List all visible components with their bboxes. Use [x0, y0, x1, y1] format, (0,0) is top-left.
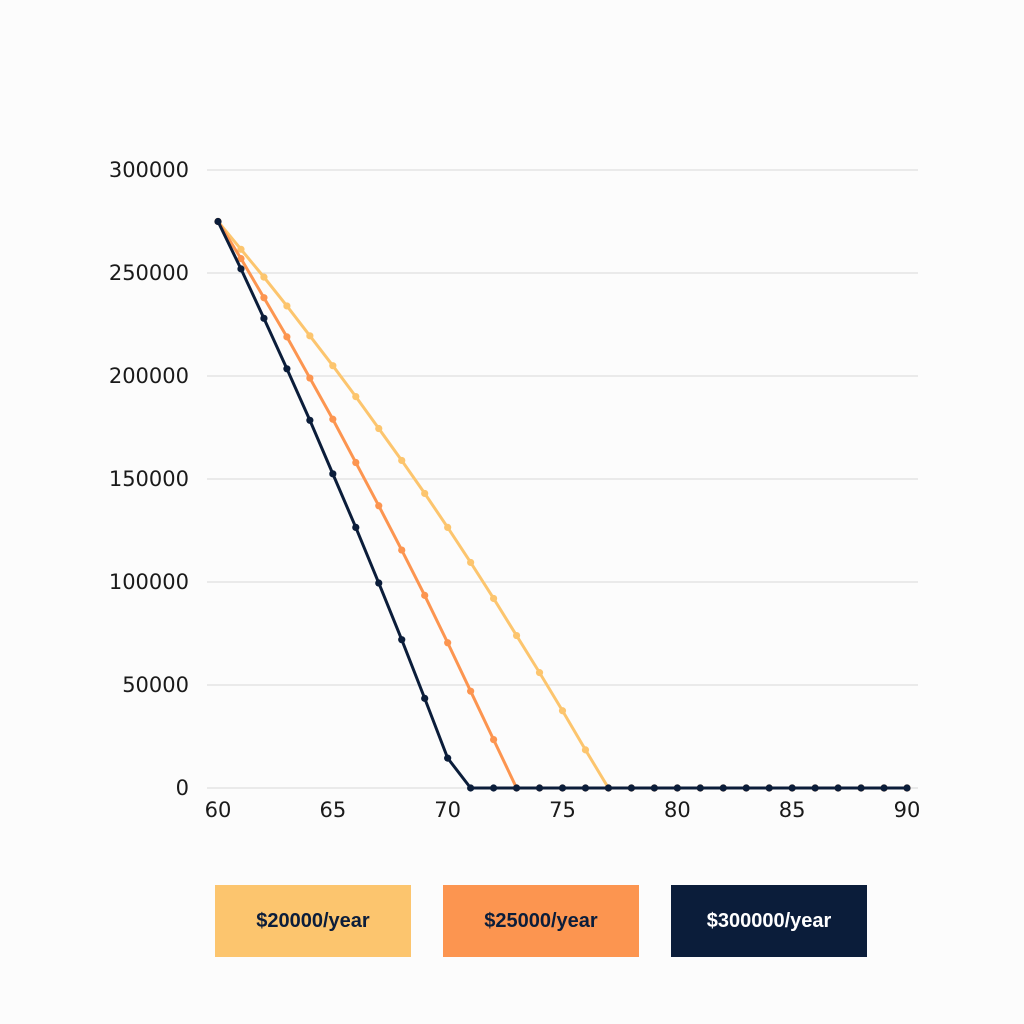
data-point — [444, 754, 452, 762]
series-2 — [214, 217, 911, 792]
legend-item: $20000/year — [215, 885, 411, 957]
data-point — [237, 245, 245, 253]
data-point — [214, 217, 222, 226]
data-point — [329, 415, 337, 423]
series-line — [216, 220, 909, 790]
data-point — [398, 546, 406, 554]
x-axis-tick-labels: 60 65 70 75 80 85 90 — [205, 798, 921, 822]
data-point — [535, 784, 544, 792]
data-point — [375, 579, 383, 587]
data-point — [880, 784, 888, 792]
y-tick-label: 50000 — [122, 673, 189, 697]
grid-lines — [207, 169, 918, 789]
data-point — [650, 784, 658, 792]
data-point — [306, 374, 314, 382]
data-point — [352, 393, 360, 401]
data-point — [375, 502, 383, 510]
data-point — [352, 458, 360, 467]
data-point — [719, 784, 727, 792]
data-point — [627, 784, 636, 792]
data-point — [490, 735, 498, 744]
y-tick-label: 250000 — [109, 261, 189, 285]
data-point — [306, 416, 314, 424]
data-point — [329, 470, 337, 478]
data-point — [811, 784, 819, 792]
data-point — [857, 784, 865, 792]
x-tick-label: 90 — [894, 798, 921, 822]
data-point — [512, 784, 521, 792]
data-point — [398, 636, 406, 644]
data-point — [444, 523, 452, 532]
data-point — [467, 558, 475, 567]
series-layer — [214, 217, 911, 792]
data-point — [467, 687, 475, 695]
data-point — [352, 523, 360, 532]
data-point — [490, 784, 498, 792]
data-point — [260, 314, 268, 322]
legend-label: $25000/year — [484, 909, 598, 932]
data-point — [421, 591, 429, 599]
data-point — [467, 784, 475, 792]
data-point — [834, 784, 842, 792]
data-point — [260, 294, 268, 302]
data-point — [237, 265, 245, 273]
data-point — [260, 273, 268, 281]
data-point — [283, 365, 291, 373]
data-point — [398, 456, 406, 465]
series-line — [216, 220, 909, 790]
data-point — [581, 784, 590, 792]
x-tick-label: 80 — [664, 798, 691, 822]
data-point — [558, 707, 567, 715]
data-point — [742, 784, 750, 792]
x-tick-label: 85 — [779, 798, 806, 822]
data-point — [512, 631, 521, 640]
data-point — [283, 333, 291, 341]
data-point — [673, 784, 681, 792]
series-1 — [214, 217, 911, 792]
data-point — [903, 784, 911, 792]
y-tick-label: 300000 — [109, 158, 189, 182]
series-3 — [214, 217, 911, 792]
data-point — [283, 302, 291, 310]
legend-label: $20000/year — [256, 909, 370, 932]
legend: $20000/year $25000/year $300000/year — [0, 885, 1024, 957]
y-tick-label: 0 — [176, 776, 189, 800]
data-point — [696, 784, 704, 792]
legend-item: $25000/year — [443, 885, 639, 957]
x-tick-label: 75 — [549, 798, 576, 822]
data-point — [329, 362, 337, 370]
data-point — [765, 784, 773, 792]
data-point — [788, 784, 796, 792]
x-tick-label: 65 — [319, 798, 346, 822]
data-point — [237, 254, 245, 263]
data-point — [306, 332, 314, 340]
legend-label: $300000/year — [706, 909, 832, 932]
data-point — [444, 639, 452, 647]
series-line — [216, 220, 909, 790]
x-tick-label: 70 — [434, 798, 461, 822]
data-point — [375, 424, 383, 433]
data-point — [535, 669, 544, 677]
data-point — [421, 489, 429, 498]
y-axis-tick-labels: 0 50000 100000 150000 200000 250000 300000 — [109, 158, 189, 800]
data-point — [490, 594, 498, 603]
legend-item: $300000/year — [671, 885, 867, 957]
data-point — [558, 784, 567, 792]
y-tick-label: 100000 — [109, 570, 189, 594]
data-point — [581, 746, 590, 754]
y-tick-label: 150000 — [109, 467, 189, 491]
y-tick-label: 200000 — [109, 364, 189, 388]
x-tick-label: 60 — [205, 798, 232, 822]
data-point — [421, 694, 429, 702]
data-point — [604, 784, 613, 792]
